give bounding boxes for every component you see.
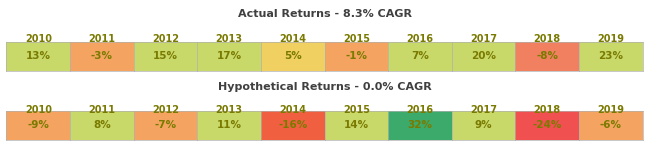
- Text: -9%: -9%: [27, 121, 49, 130]
- Text: 2015: 2015: [343, 105, 370, 115]
- Text: 2011: 2011: [88, 105, 116, 115]
- Text: 15%: 15%: [153, 51, 178, 61]
- Text: 2016: 2016: [406, 105, 434, 115]
- Text: 2019: 2019: [597, 35, 624, 44]
- Text: 32%: 32%: [408, 121, 432, 130]
- Text: 2014: 2014: [279, 105, 306, 115]
- Text: 2010: 2010: [25, 35, 52, 44]
- Text: 20%: 20%: [471, 51, 496, 61]
- Text: 2017: 2017: [470, 105, 497, 115]
- Text: 5%: 5%: [284, 51, 302, 61]
- Text: 2011: 2011: [88, 35, 116, 44]
- Text: 9%: 9%: [474, 121, 493, 130]
- Text: 13%: 13%: [26, 51, 51, 61]
- Text: 2019: 2019: [597, 105, 624, 115]
- Text: 2010: 2010: [25, 105, 52, 115]
- Text: -3%: -3%: [91, 51, 113, 61]
- Text: 2012: 2012: [152, 35, 179, 44]
- Text: 11%: 11%: [217, 121, 241, 130]
- Text: 2018: 2018: [533, 105, 561, 115]
- Text: 7%: 7%: [411, 51, 429, 61]
- Text: 2016: 2016: [406, 35, 434, 44]
- Text: 2012: 2012: [152, 105, 179, 115]
- Text: 23%: 23%: [598, 51, 623, 61]
- Text: 2013: 2013: [215, 35, 243, 44]
- Text: 2015: 2015: [343, 35, 370, 44]
- Text: 14%: 14%: [344, 121, 369, 130]
- Text: -8%: -8%: [536, 51, 558, 61]
- Text: Hypothetical Returns - 0.0% CAGR: Hypothetical Returns - 0.0% CAGR: [217, 82, 432, 92]
- Text: -1%: -1%: [345, 51, 367, 61]
- Text: 17%: 17%: [217, 51, 241, 61]
- Text: -7%: -7%: [154, 121, 177, 130]
- Text: Actual Returns - 8.3% CAGR: Actual Returns - 8.3% CAGR: [238, 9, 411, 19]
- Text: 2018: 2018: [533, 35, 561, 44]
- Text: -24%: -24%: [532, 121, 562, 130]
- Text: -16%: -16%: [278, 121, 308, 130]
- Text: -6%: -6%: [600, 121, 622, 130]
- Text: 8%: 8%: [93, 121, 111, 130]
- Text: 2013: 2013: [215, 105, 243, 115]
- Text: 2017: 2017: [470, 35, 497, 44]
- Text: 2014: 2014: [279, 35, 306, 44]
